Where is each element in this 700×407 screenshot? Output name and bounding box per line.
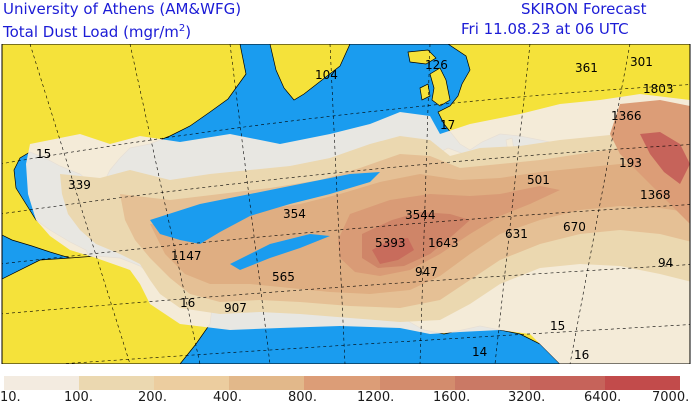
legend-label: 1600. xyxy=(433,390,471,405)
value-label: 15 xyxy=(550,319,565,333)
value-label: 501 xyxy=(527,173,550,187)
value-label: 14 xyxy=(472,345,487,359)
product-title-prefix: Total Dust Load (mgr/m xyxy=(3,23,179,41)
dust-level-800-levant xyxy=(610,100,690,234)
legend-label: 1200. xyxy=(357,390,395,405)
value-label: 17 xyxy=(440,118,455,132)
legend-swatch xyxy=(79,376,155,390)
map-frame xyxy=(1,44,691,364)
value-label: 354 xyxy=(283,207,306,221)
dust-level-3200-levant xyxy=(640,132,690,184)
legend-label: 800. xyxy=(288,390,317,405)
product-title-exponent: 2 xyxy=(178,23,186,34)
model-title: SKIRON Forecast xyxy=(521,0,647,18)
dust-load-map: 15 339 104 126 361 301 1803 17 1366 193 … xyxy=(1,44,691,364)
value-label: 16 xyxy=(180,296,195,310)
valid-time: Fri 11.08.23 at 06 UTC xyxy=(461,20,629,38)
value-label: 1147 xyxy=(171,249,202,263)
value-label: 670 xyxy=(563,220,586,234)
legend-label: 200. xyxy=(138,390,167,405)
value-label: 104 xyxy=(315,68,338,82)
legend-swatch xyxy=(229,376,305,390)
clear-air-channel-south xyxy=(230,234,330,270)
legend-swatch xyxy=(604,376,680,390)
land-uk xyxy=(429,67,451,107)
value-label: 5393 xyxy=(375,236,406,250)
legend-label: 400. xyxy=(213,390,242,405)
map-value-labels: 15 339 104 126 361 301 1803 17 1366 193 … xyxy=(36,55,674,362)
institution-title: University of Athens (AM&WFG) xyxy=(3,0,242,18)
legend-swatch xyxy=(454,376,530,390)
value-label: 1366 xyxy=(611,109,642,123)
value-label: 339 xyxy=(68,178,91,192)
legend-label: 3200. xyxy=(508,390,546,405)
legend-label: 6400. xyxy=(584,390,622,405)
legend-swatch xyxy=(154,376,230,390)
value-label: 565 xyxy=(272,270,295,284)
legend-swatch xyxy=(304,376,380,390)
clear-air-channel xyxy=(150,172,380,244)
legend-color-bar xyxy=(4,376,680,390)
product-title-suffix: ) xyxy=(185,23,192,41)
value-label: 15 xyxy=(36,147,51,161)
graticule xyxy=(2,44,690,364)
land-ireland xyxy=(419,83,431,101)
value-label: 94 xyxy=(658,256,673,270)
value-label: 361 xyxy=(575,61,598,75)
value-label: 301 xyxy=(630,55,653,69)
value-label: 3544 xyxy=(405,208,436,222)
dust-plume xyxy=(26,94,690,364)
legend-swatch xyxy=(529,376,605,390)
legend-swatch xyxy=(379,376,455,390)
product-title: Total Dust Load (mgr/m2) xyxy=(3,20,191,41)
dust-level-3200-west xyxy=(372,238,414,264)
value-label: 1643 xyxy=(428,236,459,250)
value-label: 1803 xyxy=(643,82,674,96)
legend-label: 10. xyxy=(0,390,21,405)
value-label: 1368 xyxy=(640,188,671,202)
land-greenland xyxy=(269,44,351,101)
legend-label: 100. xyxy=(64,390,93,405)
legend-label: 7000. xyxy=(652,390,690,405)
value-label: 126 xyxy=(425,58,448,72)
value-label: 907 xyxy=(224,301,247,315)
legend-swatch xyxy=(4,376,80,390)
value-label: 631 xyxy=(505,227,528,241)
value-label: 16 xyxy=(574,348,589,362)
land-iceland xyxy=(407,49,437,65)
value-label: 947 xyxy=(415,265,438,279)
value-label: 193 xyxy=(619,156,642,170)
